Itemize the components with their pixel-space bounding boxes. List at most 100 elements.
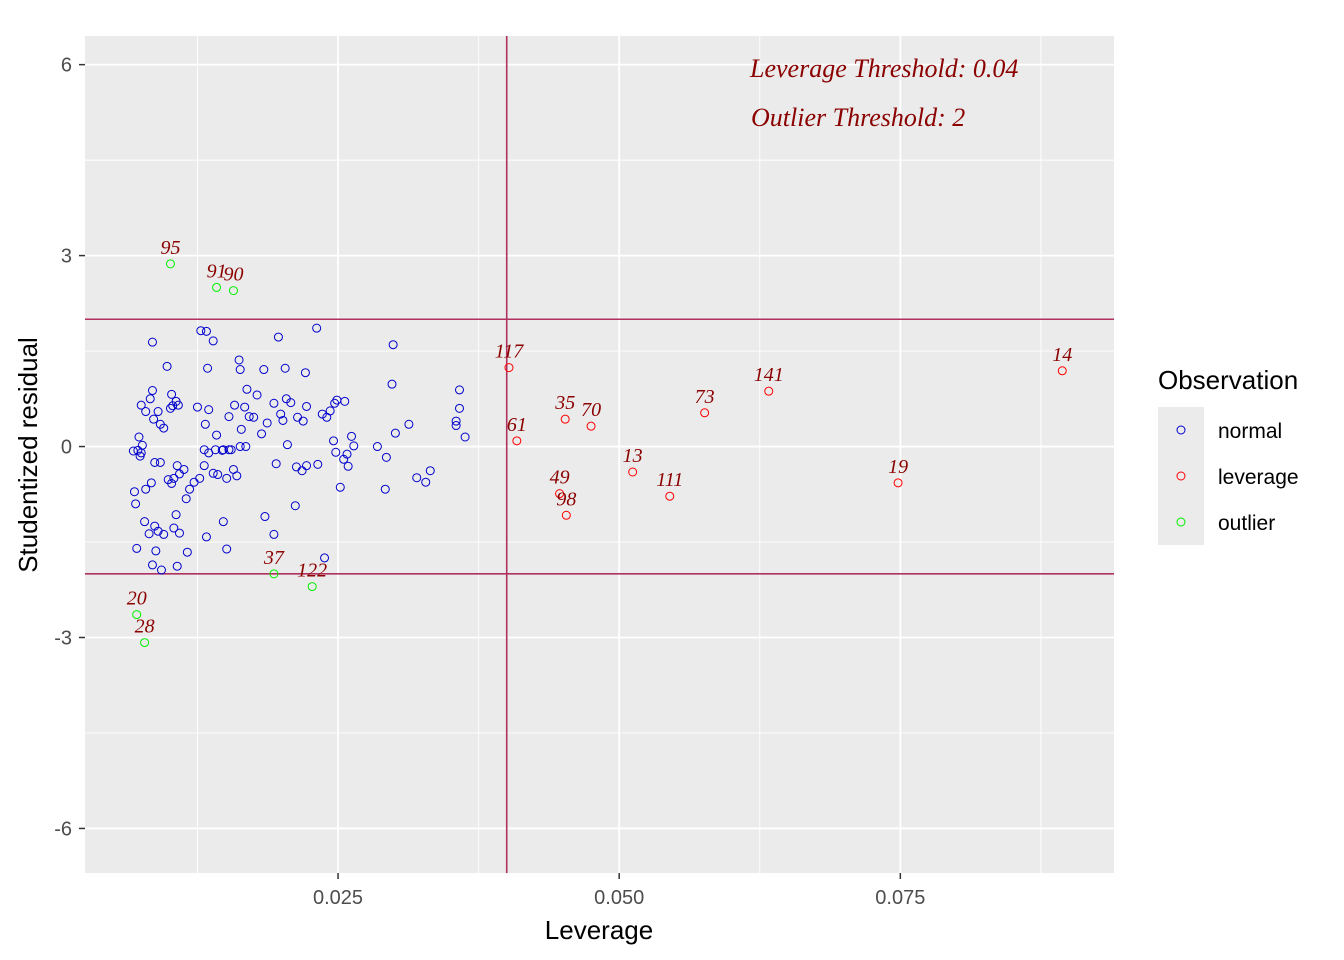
normal-point: [269, 398, 279, 408]
normal-point: [136, 400, 146, 410]
normal-point: [454, 385, 464, 395]
leverage-point: [700, 408, 710, 418]
normal-point: [329, 436, 339, 446]
normal-point: [320, 553, 330, 563]
normal-point: [249, 412, 259, 422]
x-tick-label: 0.025: [313, 887, 363, 909]
normal-point: [217, 445, 227, 455]
normal-point: [167, 478, 177, 488]
point-label: 14: [1052, 344, 1072, 366]
normal-point: [454, 403, 464, 413]
normal-point: [204, 405, 214, 415]
normal-point: [381, 452, 391, 462]
normal-point: [145, 394, 155, 404]
normal-point: [412, 473, 422, 483]
normal-point: [149, 414, 159, 424]
normal-point: [330, 398, 340, 408]
normal-point: [340, 396, 350, 406]
normal-point: [372, 442, 382, 452]
normal-point: [271, 459, 281, 469]
normal-point: [388, 340, 398, 350]
point-label: 117: [495, 341, 525, 363]
normal-point: [173, 400, 183, 410]
point-label: 141: [754, 364, 784, 386]
legend-key-bg-leverage: [1158, 453, 1204, 499]
outlier-point: [307, 582, 317, 592]
normal-point: [297, 466, 307, 476]
normal-point: [302, 461, 312, 471]
point-label: 37: [263, 547, 285, 569]
point-label: 111: [656, 469, 683, 491]
x-tick-label: 0.050: [594, 887, 644, 909]
normal-point: [213, 470, 223, 480]
legend-key-bg-outlier: [1158, 499, 1204, 545]
normal-point: [137, 440, 147, 450]
normal-point: [273, 332, 283, 342]
legend-key-leverage: [1176, 471, 1186, 481]
point-label: 20: [127, 588, 147, 610]
normal-point: [260, 512, 270, 522]
normal-point: [230, 400, 240, 410]
normal-point: [235, 442, 245, 452]
point-label: 91: [207, 260, 227, 282]
normal-point: [300, 368, 310, 378]
data-points: [128, 259, 1067, 648]
legend-key-normal: [1176, 425, 1186, 435]
legend-label-leverage: leverage: [1218, 466, 1299, 489]
normal-point: [317, 409, 327, 419]
normal-point: [276, 409, 286, 419]
y-tick-label: -6: [54, 818, 72, 840]
normal-point: [135, 451, 145, 461]
normal-point: [162, 361, 172, 371]
normal-point: [140, 517, 150, 527]
leverage-point: [665, 491, 675, 501]
y-tick-label: -3: [54, 627, 72, 649]
annotation-outlier-threshold: Outlier Threshold: 2: [751, 103, 965, 132]
normal-point: [208, 336, 218, 346]
normal-point: [282, 440, 292, 450]
minor-gridlines: [85, 36, 1114, 873]
y-tick-label: 3: [61, 246, 72, 268]
y-axis-title: Studentized residual: [13, 337, 43, 573]
normal-point: [269, 529, 279, 539]
point-label: 35: [554, 392, 575, 414]
leverage-point: [512, 436, 522, 446]
normal-point: [312, 323, 322, 333]
normal-point: [451, 416, 461, 426]
leverage-point: [628, 467, 638, 477]
outlier-point: [140, 638, 150, 648]
outlier-point: [228, 286, 238, 296]
normal-point: [147, 337, 157, 347]
normal-point: [331, 447, 341, 457]
leverage-point: [893, 478, 903, 488]
normal-point: [451, 421, 461, 431]
x-axis-title: Leverage: [545, 915, 653, 945]
normal-point: [169, 473, 179, 483]
normal-point: [153, 526, 163, 536]
normal-point: [208, 468, 218, 478]
normal-point: [222, 544, 232, 554]
point-label: 28: [135, 616, 155, 638]
normal-point: [240, 402, 250, 412]
leverage-point: [555, 489, 565, 499]
normal-point: [343, 461, 353, 471]
point-label: 49: [550, 467, 570, 489]
normal-point: [134, 432, 144, 442]
normal-point: [196, 326, 206, 336]
normal-point: [235, 365, 245, 375]
leverage-point: [1057, 366, 1067, 376]
normal-point: [169, 523, 179, 533]
point-label: 61: [507, 414, 527, 436]
normal-point: [185, 484, 195, 494]
normal-point: [159, 423, 169, 433]
point-label: 19: [888, 456, 908, 478]
normal-point: [147, 386, 157, 396]
point-label: 73: [695, 386, 715, 408]
normal-point: [259, 365, 269, 375]
normal-point: [390, 428, 400, 438]
normal-point: [387, 379, 397, 389]
normal-point: [347, 431, 357, 441]
normal-point: [325, 406, 335, 416]
normal-point: [335, 482, 345, 492]
normal-point: [129, 487, 139, 497]
